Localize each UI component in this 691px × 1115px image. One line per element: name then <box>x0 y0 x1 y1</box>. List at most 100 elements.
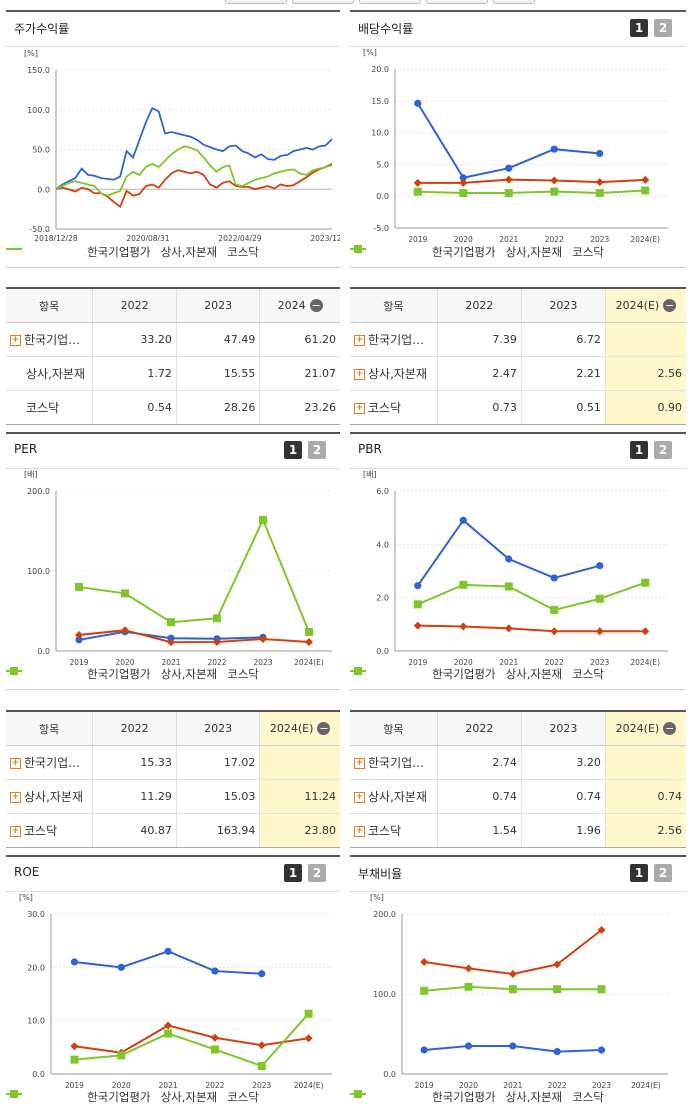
expand-plus-icon[interactable]: + <box>354 403 365 414</box>
row-label-cell[interactable]: + 한국기업… <box>6 322 93 357</box>
roe-panel: ROE 1 2 [%] 30.0 20.0 10.0 0.0 2019 2020 2021 20… <box>6 855 340 1113</box>
x-tick-label: 2020 <box>454 658 473 667</box>
legend-item: 한국기업평가 <box>350 1089 496 1105</box>
value-cell: 40.87 <box>92 813 177 847</box>
legend-label: 코스닥 <box>572 667 604 681</box>
legend-label: 상사,자본재 <box>160 1090 218 1104</box>
legend-label: 한국기업평가 <box>87 245 151 259</box>
x-tick-label: 2021 <box>159 1081 178 1090</box>
row-label-cell[interactable]: + 한국기업… <box>6 745 93 780</box>
legend-item: 상사,자본재 <box>6 244 217 260</box>
chart-legend: 한국기업평가 상사,자본재 코스닥 <box>6 1089 340 1105</box>
y-tick-label: 4.0 <box>376 540 389 549</box>
page-1-button[interactable]: 1 <box>630 441 648 459</box>
data-point-square <box>164 1029 173 1038</box>
data-point-circle <box>117 963 125 971</box>
value-cell: 7.39 <box>436 322 522 357</box>
chart-pager: 1 2 <box>630 19 672 37</box>
data-point-square <box>75 583 83 591</box>
data-point-diamond <box>305 638 313 647</box>
column-header-label: 2024(E) <box>269 721 314 735</box>
row-label-cell[interactable]: + 상사,자본재 <box>6 779 93 814</box>
column-header-label: 항목 <box>383 299 404 313</box>
value-cell: 0.74 <box>436 779 522 814</box>
page-2-button[interactable]: 2 <box>654 19 672 37</box>
y-tick-label: 10.0 <box>27 1017 45 1026</box>
expand-plus-icon[interactable]: + <box>354 792 365 803</box>
top-toolbar-remnant <box>0 0 691 4</box>
collapse-minus-icon[interactable]: − <box>663 299 677 313</box>
axis-unit-label: [%] <box>363 48 377 57</box>
page-1-button[interactable]: 1 <box>630 864 648 882</box>
row-label-cell[interactable]: + 코스닥 <box>6 814 93 848</box>
page-2-button[interactable]: 2 <box>654 441 672 459</box>
pbr-panel: PBR 1 2 [배] 6.0 4.0 2.0 0.0 2019 2020 2021 2022 2… <box>350 432 686 690</box>
data-point-diamond <box>420 958 429 966</box>
page-2-button[interactable]: 2 <box>308 864 326 882</box>
toolbar-button[interactable] <box>359 0 421 4</box>
page-2-button[interactable]: 2 <box>654 864 672 882</box>
row-label-cell[interactable]: + 코스닥 <box>350 391 437 425</box>
legend-label: 코스닥 <box>227 1090 259 1104</box>
page-1-button[interactable]: 1 <box>284 441 302 459</box>
chart-legend: 한국기업평가 상사,자본재 코스닥 <box>350 1089 686 1105</box>
row-label-cell[interactable]: + 상사,자본재 <box>350 356 438 391</box>
data-point-square <box>354 1090 362 1098</box>
y-tick-label: 20.0 <box>27 963 45 972</box>
expand-plus-icon[interactable]: + <box>354 335 365 346</box>
legend-label: 코스닥 <box>572 245 604 259</box>
expand-plus-icon[interactable]: + <box>10 758 21 769</box>
expand-plus-icon[interactable]: + <box>10 792 21 803</box>
collapse-minus-icon[interactable]: − <box>309 299 323 313</box>
collapse-minus-icon[interactable]: − <box>317 722 331 736</box>
x-tick-label: 2022 <box>207 658 226 667</box>
page-1-button[interactable]: 1 <box>630 19 648 37</box>
data-point-circle <box>597 1046 606 1054</box>
expand-plus-icon[interactable]: + <box>10 826 21 837</box>
data-point-circle <box>420 1046 428 1054</box>
page-1-button[interactable]: 1 <box>284 864 302 882</box>
column-header-label: 2023 <box>549 299 578 312</box>
panel-title: PER <box>14 442 38 456</box>
column-header-label: 2022 <box>120 722 149 735</box>
page-2-button[interactable]: 2 <box>308 441 326 459</box>
value-cell: 0.90 <box>604 390 686 424</box>
toolbar-button[interactable] <box>292 0 354 4</box>
x-tick-label: 2024(E) <box>630 235 660 244</box>
expand-plus-icon[interactable]: + <box>354 369 365 380</box>
y-tick-label: -5.0 <box>373 224 389 233</box>
row-label-cell[interactable]: + 한국기업… <box>350 745 438 780</box>
column-header: 2024(E) − <box>259 712 340 746</box>
data-point-diamond <box>641 175 650 184</box>
legend-label: 한국기업평가 <box>87 1090 151 1104</box>
row-label-cell[interactable]: + 상사,자본재 <box>350 779 438 814</box>
column-header-label: 항목 <box>39 722 60 736</box>
value-cell: 2.21 <box>520 356 606 391</box>
collapse-minus-icon[interactable]: − <box>663 722 677 736</box>
value-cell: 3.20 <box>520 745 606 780</box>
series-line <box>74 1013 310 1068</box>
data-point-square <box>504 582 513 591</box>
x-tick-label: 2024(E) <box>631 1081 661 1090</box>
column-header: 항목 <box>6 712 93 746</box>
expand-plus-icon[interactable]: + <box>354 826 365 837</box>
y-tick-label: 30.0 <box>27 910 45 919</box>
toolbar-button[interactable] <box>493 0 535 4</box>
toolbar-button[interactable] <box>225 0 287 4</box>
x-tick-label: 2024(E) <box>294 658 324 667</box>
data-table: 항목 2022 2023 2024(E) − + 한국기업… 7.39 6.72 + 상사,자본재 2… <box>350 289 686 424</box>
chart-pager: 1 2 <box>630 864 672 882</box>
y-tick-label: 20.0 <box>371 65 389 74</box>
expand-plus-icon[interactable]: + <box>354 758 365 769</box>
value-cell: 15.33 <box>92 745 177 780</box>
toolbar-button[interactable] <box>426 0 488 4</box>
data-point-square <box>504 189 513 198</box>
data-point-square <box>117 1051 126 1060</box>
row-label-cell[interactable]: + 코스닥 <box>350 814 437 848</box>
series-line <box>55 106 333 190</box>
expand-plus-icon[interactable]: + <box>10 335 21 346</box>
row-label-cell[interactable]: + 한국기업… <box>350 322 438 357</box>
legend-item: 상사,자본재 <box>6 666 217 682</box>
table-row: + 상사,자본재 2.47 2.21 2.56 <box>350 356 686 391</box>
series-line <box>417 624 646 633</box>
